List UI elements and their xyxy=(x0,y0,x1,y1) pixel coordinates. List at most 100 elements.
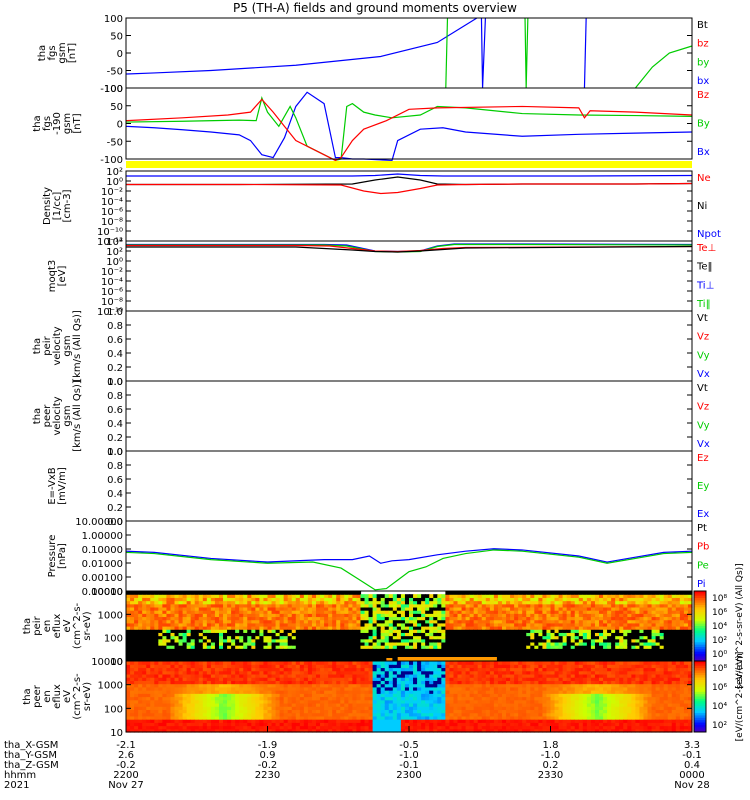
spectrogram-cell xyxy=(550,641,556,646)
spectrogram-cell xyxy=(445,638,451,643)
spectrogram-cell xyxy=(336,673,341,678)
spectrogram-cell xyxy=(413,728,418,733)
spectrogram-cell xyxy=(307,715,313,720)
spectrogram-cell xyxy=(126,680,131,685)
spectrogram-cell xyxy=(352,635,358,640)
spectrogram-cell xyxy=(404,709,410,714)
spectrogram-cell xyxy=(158,719,163,723)
spectrogram-cell xyxy=(392,613,398,618)
spectrogram-cell xyxy=(409,632,414,637)
spectrogram-cell xyxy=(218,629,224,633)
spectrogram-cell xyxy=(615,610,620,614)
spectrogram-cell xyxy=(627,616,632,621)
spectrogram-cell xyxy=(186,690,192,694)
spectrogram-cell xyxy=(295,686,301,691)
spectrogram-cell xyxy=(324,632,329,637)
spectrogram-cell xyxy=(291,690,297,694)
spectrogram-cell xyxy=(210,702,216,707)
spectrogram-cell xyxy=(574,657,580,662)
spectrogram-cell xyxy=(336,610,341,614)
spectrogram-cell xyxy=(457,610,463,614)
spectrogram-cell xyxy=(182,591,188,595)
spectrogram-cell xyxy=(599,629,604,633)
spectrogram-cell xyxy=(501,610,507,614)
spectrogram-cell xyxy=(316,715,321,720)
spectrogram-cell xyxy=(368,597,374,602)
spectrogram-cell xyxy=(578,648,584,653)
spectrogram-cell xyxy=(473,626,479,630)
spectrogram-cell xyxy=(417,677,422,681)
spectrogram-cell xyxy=(158,603,163,608)
spectrogram-cell xyxy=(404,725,410,730)
spectrogram-cell xyxy=(506,603,511,608)
spectrogram-cell xyxy=(214,690,220,694)
spectrogram-cell xyxy=(299,657,305,662)
spectrogram-cell xyxy=(481,638,487,643)
spectrogram-cell xyxy=(247,702,252,707)
spectrogram-cell xyxy=(611,626,616,630)
spectrogram-cell xyxy=(453,603,459,608)
spectrogram-cell xyxy=(586,632,592,637)
spectrogram-cell xyxy=(461,600,467,605)
spectrogram-cell xyxy=(223,616,228,621)
spectrogram-cell xyxy=(190,664,196,669)
spectrogram-cell xyxy=(526,619,531,624)
spectrogram-cell xyxy=(134,622,139,627)
spectrogram-cell xyxy=(546,610,552,614)
spectrogram-cell xyxy=(671,635,677,640)
spectrogram-cell xyxy=(683,648,689,653)
spectrogram-cell xyxy=(392,673,398,678)
spectrogram-cell xyxy=(332,594,337,598)
spectrogram-cell xyxy=(631,638,636,643)
spectrogram-cell xyxy=(356,670,362,675)
spectrogram-cell xyxy=(457,651,463,656)
spectrogram-cell xyxy=(154,661,159,665)
spectrogram-cell xyxy=(235,638,240,643)
spectrogram-cell xyxy=(146,722,151,727)
spectrogram-cell xyxy=(396,696,402,701)
spectrogram-cell xyxy=(259,725,265,730)
spectrogram-cell xyxy=(400,670,406,675)
spectrogram-cell xyxy=(376,683,382,688)
spectrogram-cell xyxy=(247,597,252,602)
spectrogram-cell xyxy=(421,702,426,707)
spectrogram-cell xyxy=(667,638,673,643)
spectrogram-cell xyxy=(421,597,426,602)
spectrogram-cell xyxy=(360,667,366,672)
spectrogram-cell xyxy=(599,626,604,630)
spectrogram-cell xyxy=(210,597,216,602)
spectrogram-cell xyxy=(599,597,604,602)
spectrogram-cell xyxy=(166,603,172,608)
spectrogram-cell xyxy=(489,645,495,649)
spectrogram-cell xyxy=(150,677,155,681)
spectrogram-cell xyxy=(404,622,410,627)
spectrogram-cell xyxy=(332,616,337,621)
colorbar-cell xyxy=(694,658,706,662)
spectrogram-cell xyxy=(409,667,414,672)
spectrogram-cell xyxy=(243,606,248,611)
spectrogram-cell xyxy=(291,619,297,624)
spectrogram-cell xyxy=(247,709,252,714)
spectrogram-cell xyxy=(493,629,499,633)
spectrogram-cell xyxy=(388,696,394,701)
spectrogram-cell xyxy=(243,702,248,707)
spectrogram-cell xyxy=(348,622,353,627)
spectrogram-cell xyxy=(643,610,649,614)
spectrogram-cell xyxy=(376,597,382,602)
spectrogram-cell xyxy=(283,616,289,621)
spectrogram-cell xyxy=(259,610,265,614)
spectrogram-cell xyxy=(291,651,297,656)
spectrogram-cell xyxy=(542,591,548,595)
spectrogram-cell xyxy=(376,613,382,618)
spectrogram-cell xyxy=(364,680,370,685)
spectrogram-cell xyxy=(510,591,515,595)
spectrogram-cell xyxy=(388,690,394,694)
spectrogram-cell xyxy=(364,641,370,646)
spectrogram-cell xyxy=(348,651,353,656)
spectrogram-cell xyxy=(679,626,685,630)
spectrogram-cell xyxy=(158,712,163,717)
spectrogram-cell xyxy=(530,626,535,630)
spectrogram-cell xyxy=(158,667,163,672)
spectrogram-cell xyxy=(388,706,394,711)
series-line-Te‖ xyxy=(126,245,693,253)
